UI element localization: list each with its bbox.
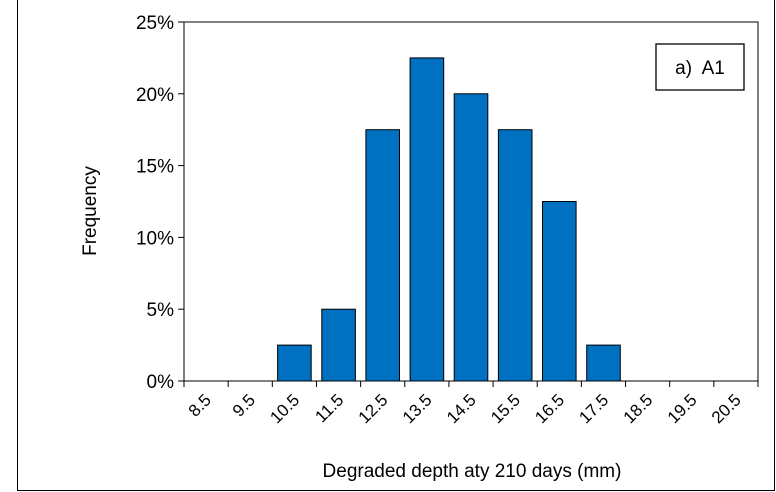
y-tick-label: 15%	[136, 157, 174, 178]
x-axis-ticks: 8.5 9.5 10.5 11.5 12.5 13.5 14.5 15.5 16.5 17.5 18…	[183, 381, 759, 427]
x-tick-label: 8.5	[185, 390, 215, 420]
bar-17.5	[586, 344, 621, 382]
chart-frame	[17, 0, 775, 491]
x-tick-label: 13.5	[399, 390, 436, 427]
x-tick-label: 16.5	[531, 390, 568, 427]
y-tick-label: 10%	[136, 228, 174, 249]
x-tick-label: 19.5	[664, 390, 701, 427]
x-tick-label: 18.5	[620, 390, 657, 427]
bar-16.5	[542, 201, 577, 382]
bar-10.5	[277, 344, 312, 382]
legend-label: a) A1	[675, 58, 725, 79]
x-tick-label: 10.5	[266, 390, 303, 427]
bar-12.5	[365, 129, 400, 382]
bar-13.5	[409, 57, 445, 382]
x-tick-label: 14.5	[443, 390, 480, 427]
y-axis-title: Frequency	[80, 166, 101, 256]
bar-14.5	[453, 93, 489, 382]
bars-group	[277, 57, 621, 382]
x-axis-title: Degraded depth aty 210 days (mm)	[323, 461, 622, 482]
x-tick-label: 9.5	[229, 390, 259, 420]
x-tick-label: 15.5	[487, 390, 524, 427]
x-tick-label: 17.5	[575, 390, 612, 427]
legend: a) A1	[655, 43, 745, 91]
bar-11.5	[321, 308, 356, 382]
y-tick-label: 25%	[136, 13, 174, 34]
x-tick-label: 20.5	[708, 390, 745, 427]
y-tick-label: 20%	[136, 85, 174, 106]
x-tick-label: 12.5	[355, 390, 392, 427]
y-axis-ticks: 0% 5% 10% 15% 20% 25%	[136, 13, 184, 393]
x-tick-label: 11.5	[311, 390, 347, 426]
y-tick-label: 0%	[147, 372, 175, 393]
y-tick-label: 5%	[147, 300, 175, 321]
legend-box	[655, 43, 745, 91]
bar-15.5	[497, 129, 533, 382]
